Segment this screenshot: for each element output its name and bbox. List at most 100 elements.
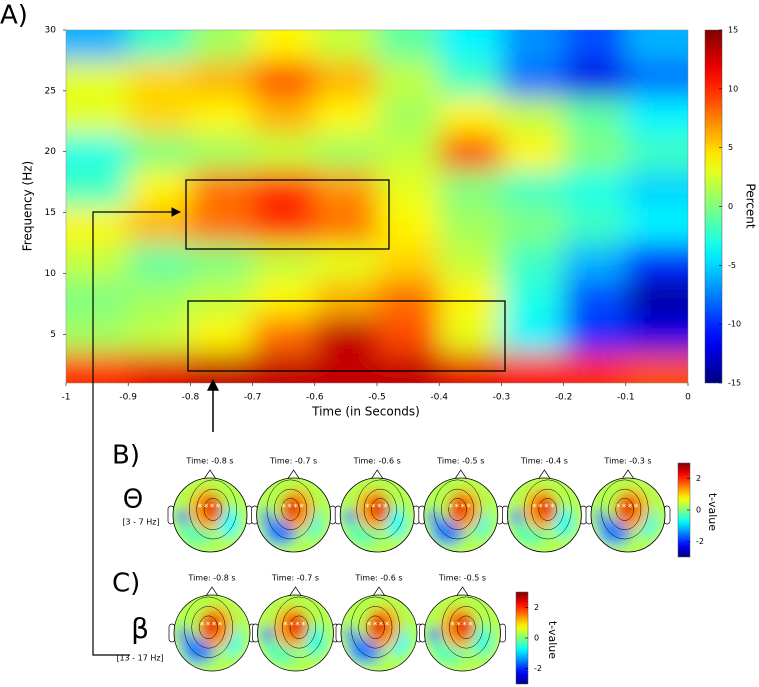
significance: * bbox=[283, 621, 288, 631]
heat-cell bbox=[501, 60, 565, 98]
topo-fill bbox=[257, 595, 334, 671]
topo-time-label: Time: -0.5 s bbox=[436, 457, 484, 466]
heat-cell bbox=[563, 96, 627, 134]
panel-label: B) bbox=[112, 441, 140, 471]
significance: * bbox=[467, 503, 472, 513]
heat-cell bbox=[501, 133, 565, 171]
heat-cell bbox=[252, 279, 316, 317]
topo-blob bbox=[176, 509, 188, 525]
colorbar-tick-label: 5 bbox=[728, 143, 733, 152]
heat-cell bbox=[439, 316, 502, 354]
band-range: [3 - 7 Hz] bbox=[122, 518, 159, 527]
contour bbox=[363, 488, 397, 531]
heat-cell bbox=[377, 169, 440, 207]
heat-cell bbox=[190, 352, 254, 383]
panel-label: A) bbox=[0, 1, 28, 31]
significance: * bbox=[206, 621, 211, 631]
contour bbox=[531, 488, 565, 531]
y-tick-label: 25 bbox=[45, 86, 56, 96]
topo-map bbox=[424, 595, 501, 671]
heat-cell bbox=[66, 279, 129, 317]
topo-map bbox=[173, 478, 247, 552]
heat-cell bbox=[501, 30, 565, 61]
heat-cell bbox=[563, 206, 627, 244]
x-tick-label: -0.1 bbox=[617, 393, 635, 403]
heat-cell bbox=[314, 133, 378, 171]
topo-map bbox=[257, 595, 334, 671]
heat-cell bbox=[563, 352, 627, 383]
heat-cell bbox=[377, 279, 440, 317]
x-tick-label: -0.9 bbox=[119, 393, 137, 403]
head bbox=[257, 594, 334, 672]
topo-blob bbox=[453, 614, 473, 637]
heat-cell bbox=[625, 133, 688, 171]
significance: * bbox=[462, 621, 467, 631]
band-symbol: Θ bbox=[123, 485, 143, 515]
x-tick-label: 0 bbox=[685, 393, 691, 403]
heat-cell bbox=[190, 316, 254, 354]
nose bbox=[621, 469, 635, 480]
topo-fill bbox=[340, 478, 415, 552]
contour bbox=[371, 498, 390, 521]
band-range: [13 - 17 Hz] bbox=[116, 654, 163, 663]
contour bbox=[183, 596, 234, 658]
head bbox=[424, 594, 501, 672]
contour bbox=[274, 596, 324, 658]
heat-cell bbox=[314, 206, 378, 244]
heat-cell bbox=[377, 133, 440, 171]
topo-time-label: Time: -0.6 s bbox=[353, 457, 401, 466]
significance: * bbox=[628, 503, 633, 513]
topo-blob bbox=[594, 509, 606, 525]
heat-cell bbox=[439, 60, 502, 98]
significance: * bbox=[299, 503, 304, 513]
colorbar-tick-label: 0 bbox=[728, 202, 733, 211]
heat-cell bbox=[501, 352, 565, 383]
heat-cell bbox=[66, 133, 129, 171]
heat-cell bbox=[439, 30, 502, 61]
colorbar-tick-label: 10 bbox=[728, 84, 738, 93]
x-tick-label: -0.6 bbox=[306, 393, 324, 403]
significance: * bbox=[468, 621, 473, 631]
topo-fill bbox=[341, 595, 417, 671]
head bbox=[423, 477, 499, 553]
x-tick-label: -1 bbox=[62, 393, 71, 403]
heat-cell bbox=[625, 169, 688, 207]
contour bbox=[523, 479, 572, 540]
significance: * bbox=[550, 503, 555, 513]
heat-cell bbox=[252, 352, 316, 383]
topo-time-label: Time: -0.4 s bbox=[520, 457, 568, 466]
heat-cell bbox=[252, 316, 316, 354]
significance: * bbox=[456, 621, 461, 631]
heat-cell bbox=[252, 206, 316, 244]
heat-cell bbox=[128, 60, 191, 98]
topo-blob bbox=[260, 509, 272, 525]
heat-cell bbox=[252, 169, 316, 207]
heat-cell bbox=[439, 133, 502, 171]
topo-blob bbox=[303, 625, 326, 656]
contour bbox=[189, 479, 237, 540]
significance: * bbox=[210, 503, 215, 513]
colorbar-tick-label: 15 bbox=[728, 26, 738, 35]
heat-cell bbox=[66, 206, 129, 244]
nose bbox=[538, 469, 551, 480]
topo-blob bbox=[286, 614, 306, 637]
topo-blob bbox=[551, 507, 575, 538]
topo-map bbox=[507, 478, 582, 552]
heat-cell bbox=[190, 169, 254, 207]
heat-cell bbox=[66, 352, 129, 383]
nose bbox=[454, 469, 468, 480]
heat-cell bbox=[66, 30, 129, 61]
heat-cell bbox=[128, 96, 191, 134]
contour bbox=[365, 615, 385, 639]
significance: * bbox=[455, 503, 460, 513]
significance: * bbox=[301, 621, 306, 631]
heat-cell bbox=[377, 96, 440, 134]
colorbar-tick-label: 2 bbox=[696, 474, 701, 483]
contour bbox=[441, 488, 475, 531]
x-tick-label: -0.4 bbox=[430, 393, 448, 403]
nose bbox=[372, 586, 386, 597]
significance: * bbox=[532, 503, 537, 513]
significance: * bbox=[287, 503, 292, 513]
topo-blob bbox=[427, 509, 439, 525]
heat-cell bbox=[625, 352, 688, 383]
